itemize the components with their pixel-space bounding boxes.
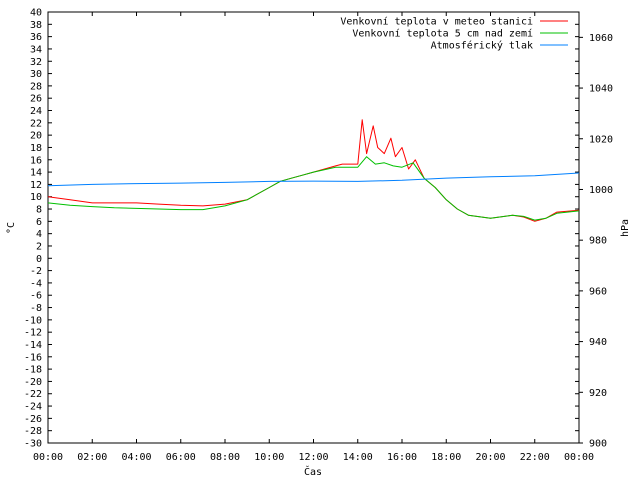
left-axis-tick-label: 18 <box>30 143 42 154</box>
left-axis-tick-label: 2 <box>36 241 42 252</box>
right-axis-tick-label: 900 <box>589 439 607 450</box>
legend-label: Venkovní teplota 5 cm nad zemí <box>352 28 533 40</box>
right-axis-ticks: 1060 1040 1020 1000 980 960 940 920 900 <box>579 33 613 450</box>
left-axis-tick-label: 4 <box>36 229 42 240</box>
left-axis-tick-label: 28 <box>30 81 42 92</box>
left-axis-tick-label: -30 <box>24 439 42 450</box>
y-axis-label-right: hPa <box>620 219 631 237</box>
x-axis-tick-label: 18:00 <box>431 452 461 463</box>
x-axis-tick-label: 20:00 <box>475 452 505 463</box>
x-axis-tick-label: 00:00 <box>564 452 594 463</box>
x-axis-tick-label: 02:00 <box>77 452 107 463</box>
right-axis-tick-label: 920 <box>589 388 607 399</box>
left-axis-tick-label: -18 <box>24 365 42 376</box>
right-axis-tick-label: 1060 <box>589 33 613 44</box>
x-axis-label: Čas <box>304 465 322 478</box>
left-axis-tick-label: 20 <box>30 131 42 142</box>
x-axis-tick-label: 10:00 <box>254 452 284 463</box>
left-axis-tick-label: -12 <box>24 328 42 339</box>
series-lines <box>47 119 580 222</box>
x-axis-tick-label: 16:00 <box>387 452 417 463</box>
left-axis-tick-label: 30 <box>30 69 42 80</box>
left-axis-tick-label: 26 <box>30 94 42 105</box>
left-axis-tick-label: 8 <box>36 205 42 216</box>
left-axis-tick-label: -4 <box>30 278 42 289</box>
left-axis-tick-label: 14 <box>30 168 42 179</box>
left-axis-tick-label: -2 <box>30 266 42 277</box>
plot-frame <box>47 11 580 444</box>
left-axis-tick-label: -26 <box>24 414 42 425</box>
right-axis-tick-label: 1020 <box>589 134 613 145</box>
left-axis-tick-label: 16 <box>30 155 42 166</box>
series-line-1 <box>47 119 580 222</box>
left-axis-tick-label: 22 <box>30 118 42 129</box>
left-axis-tick-label: 24 <box>30 106 42 117</box>
left-axis-tick-label: 34 <box>30 44 42 55</box>
x-axis-tick-label: 12:00 <box>298 452 328 463</box>
left-axis-tick-label: 40 <box>30 8 42 19</box>
right-axis-tick-label: 1040 <box>589 84 613 95</box>
left-axis-tick-label: -16 <box>24 352 42 363</box>
x-axis-tick-label: 00:00 <box>33 452 63 463</box>
left-axis-tick-label: -24 <box>24 402 42 413</box>
x-axis-tick-label: 22:00 <box>520 452 550 463</box>
right-axis-tick-label: 960 <box>589 286 607 297</box>
left-axis-tick-label: -6 <box>30 291 42 302</box>
left-axis-tick-label: 32 <box>30 57 42 68</box>
left-axis-tick-label: 36 <box>30 32 42 43</box>
left-axis-tick-label: 12 <box>30 180 42 191</box>
right-axis-tick-label: 1000 <box>589 185 613 196</box>
left-axis-tick-label: -8 <box>30 303 42 314</box>
left-axis-tick-label: 38 <box>30 20 42 31</box>
series-line-3 <box>47 172 580 187</box>
x-axis-tick-label: 14:00 <box>343 452 373 463</box>
left-axis-tick-label: -22 <box>24 389 42 400</box>
right-axis-tick-label: 980 <box>589 236 607 247</box>
right-axis-tick-label: 940 <box>589 337 607 348</box>
left-axis-tick-label: -20 <box>24 377 42 388</box>
x-axis-tick-label: 04:00 <box>121 452 151 463</box>
x-axis-ticks: 00:00 02:00 04:00 06:00 08:00 10:00 12:00 14:00… <box>33 12 594 463</box>
left-axis-tick-label: -10 <box>24 315 42 326</box>
legend-label: Venkovní teplota v meteo stanici <box>340 16 533 28</box>
left-axis-tick-label: -14 <box>24 340 42 351</box>
left-axis-tick-label: 0 <box>36 254 42 265</box>
x-axis-tick-label: 06:00 <box>166 452 196 463</box>
legend: Venkovní teplota v meteo staniciVenkovní… <box>340 16 568 52</box>
x-axis-tick-label: 08:00 <box>210 452 240 463</box>
y-axis-label-left: °C <box>6 222 17 234</box>
left-axis-tick-label: 10 <box>30 192 42 203</box>
left-axis-tick-label: 6 <box>36 217 42 228</box>
left-axis-ticks: 4038363432302826242220181614121086420-2-… <box>24 8 579 450</box>
left-axis-tick-label: -28 <box>24 426 42 437</box>
series-line-2 <box>47 156 580 221</box>
legend-label: Atmosférický tlak <box>431 40 533 52</box>
